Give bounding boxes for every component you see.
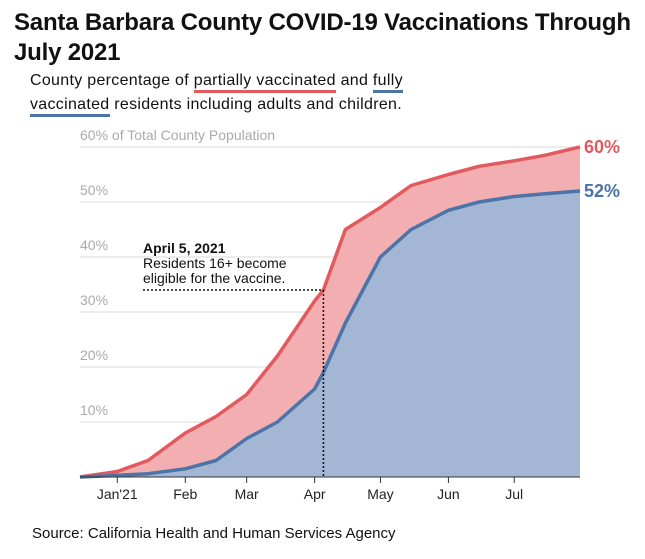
chart-title: Santa Barbara County COVID-19 Vaccinatio… (14, 9, 631, 66)
legend-fully-vaccinated-a: fully (372, 72, 403, 93)
y-tick-label-10: 10% (80, 402, 108, 418)
subtitle-text-mid: and (335, 72, 373, 89)
y-tick-label-50: 50% (80, 182, 108, 198)
chart-subtitle: County percentage of partially vaccinate… (30, 69, 640, 117)
annotation-text-line-0: Residents 16+ become (143, 255, 287, 271)
fully-vaccinated-line (79, 189, 581, 479)
y-tick-label-30: 30% (80, 292, 108, 308)
x-tick-label-6: Jul (505, 486, 523, 502)
source-note: Source: California Health and Human Serv… (32, 525, 396, 542)
subtitle-text-post: residents including adults and children. (109, 96, 402, 113)
annotation-text-line-1: eligible for the vaccine. (143, 270, 285, 286)
x-tick-label-2: Mar (235, 486, 259, 502)
y-tick-label-20: 20% (80, 347, 108, 363)
x-tick-label-0: Jan'21 (97, 486, 138, 502)
x-tick-label-1: Feb (173, 486, 197, 502)
x-tick-label-5: Jun (437, 486, 460, 502)
x-tick-label-4: May (367, 486, 393, 502)
partially-vaccinated-end-label: 60% (584, 137, 620, 157)
fully-vaccinated-end-label: 52% (584, 181, 620, 201)
fully-vaccinated-area (80, 191, 580, 477)
subtitle-text-pre: County percentage of (30, 72, 194, 89)
x-tick-label-3: Apr (304, 486, 326, 502)
y-tick-label-40: 40% (80, 237, 108, 253)
annotation-title: April 5, 2021 (143, 240, 226, 256)
y-tick-label-60: 60% of Total County Population (80, 127, 275, 143)
legend-partially-vaccinated: partially vaccinated (193, 72, 336, 93)
legend-fully-vaccinated-b: vaccinated (30, 96, 110, 117)
